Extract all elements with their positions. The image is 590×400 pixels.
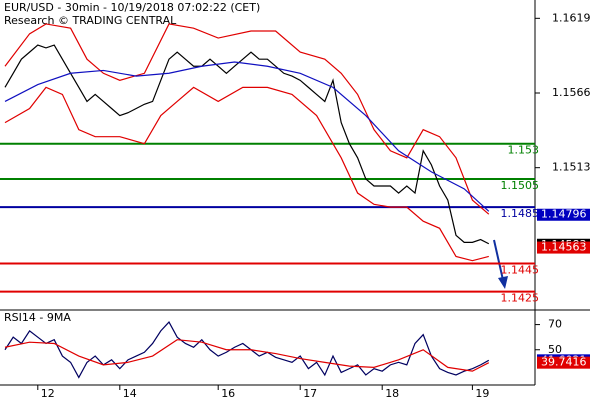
x-tick-label: 18 xyxy=(385,387,399,400)
rsi-line xyxy=(4,321,490,379)
x-tick-label: 14 xyxy=(123,387,137,400)
rsi-title: RSI14 - 9MA xyxy=(4,311,71,324)
price-line xyxy=(4,44,490,245)
level-label: 1.1425 xyxy=(501,292,540,305)
forecast-arrow-head xyxy=(498,276,508,289)
price-tag-label: 1.14796 xyxy=(541,208,587,221)
indicator-line xyxy=(4,23,490,215)
level-label: 1.1445 xyxy=(501,264,540,277)
x-tick-label: 12 xyxy=(41,387,55,400)
x-tick-label: 19 xyxy=(475,387,489,400)
level-label: 1.1505 xyxy=(501,179,540,192)
rsi-y-tick-label: 70 xyxy=(548,318,562,331)
y-tick-label: 1.1566 xyxy=(552,86,590,99)
rsi-line xyxy=(4,339,490,372)
y-tick-label: 1.1513 xyxy=(552,161,590,174)
indicator-line xyxy=(4,61,490,212)
rsi-tag-label: 39.7416 xyxy=(541,356,587,369)
rsi-tag xyxy=(537,356,590,369)
x-tick-label: 17 xyxy=(303,387,317,400)
y-tick-label: 1.1619 xyxy=(552,11,590,24)
price-tag-label: 1.14563 xyxy=(541,241,587,254)
chart-subtitle: Research © TRADING CENTRAL xyxy=(4,14,177,27)
x-tick-label: 16 xyxy=(221,387,235,400)
forecast-arrow xyxy=(493,239,504,281)
price-tag xyxy=(537,208,590,221)
rsi-y-tick-label: 50 xyxy=(548,343,562,356)
indicator-line xyxy=(4,86,489,262)
chart-title: EUR/USD - 30min - 10/19/2018 07:02:22 (C… xyxy=(4,1,260,14)
price-tag xyxy=(537,241,590,254)
level-label: 1.1485 xyxy=(501,207,540,220)
level-label: 1.153 xyxy=(508,144,540,157)
